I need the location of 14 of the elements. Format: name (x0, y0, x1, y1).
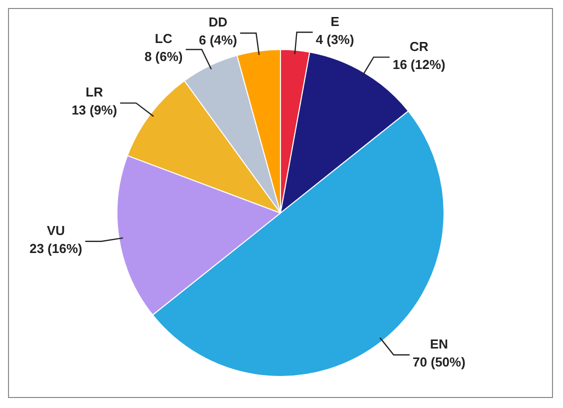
slice-label: DD (208, 14, 228, 30)
data-label: 8 (6%) (144, 49, 183, 64)
data-label: 6 (4%) (198, 32, 238, 48)
data-label: 4 (3%) (316, 32, 354, 47)
slice-label: EN (430, 336, 448, 352)
data-label: 23 (16%) (29, 240, 82, 256)
slice-label: LR (86, 84, 104, 100)
slice-label: VU (46, 222, 65, 238)
data-label: 16 (12%) (392, 56, 446, 72)
data-label: 70 (50%) (412, 354, 466, 370)
slice-label: LC (154, 31, 173, 46)
slice-label: E (330, 14, 340, 29)
data-label: 13 (9%) (72, 102, 118, 118)
slice-label: CR (410, 38, 429, 54)
